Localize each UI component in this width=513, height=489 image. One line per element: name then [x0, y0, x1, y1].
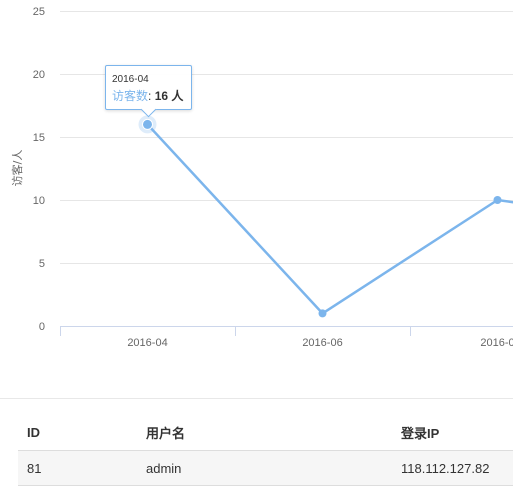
y-axis-title: 访客/人 — [10, 150, 24, 187]
x-tick-label: 2016-06 — [302, 337, 342, 349]
y-tick-label: 10 — [33, 195, 45, 207]
y-tick-label: 5 — [39, 258, 45, 270]
x-tick-label: 2016-0 — [480, 337, 513, 349]
data-point — [142, 118, 153, 130]
x-tick-label: 2016-04 — [127, 337, 167, 349]
column-header-username: 用户名 — [137, 414, 392, 451]
y-tick-label: 0 — [39, 321, 45, 333]
cell-username: admin — [137, 450, 392, 486]
data-point — [493, 196, 502, 204]
tooltip-value: 16 — [154, 89, 169, 103]
tooltip-series-label: 访客数 — [112, 89, 149, 103]
login-table: ID 用户名 登录IP 81 admin 118.112.127.82 — [18, 414, 513, 486]
y-tick-label: 25 — [33, 6, 45, 18]
tooltip-unit: 人 — [171, 89, 184, 103]
visitor-chart: 0 5 10 15 20 25 2016-04 2016-06 2016-0 访客/人 2016-… — [0, 0, 513, 360]
cell-id: 81 — [18, 450, 137, 486]
tooltip-date: 2016-04 — [112, 74, 149, 85]
visitor-line-chart: 0 5 10 15 20 25 2016-04 2016-06 2016-0 访客/人 — [10, 6, 513, 349]
column-header-id: ID — [18, 414, 137, 451]
tooltip-value-row: 访客数: 16 人 — [112, 88, 183, 104]
table-row[interactable]: 81 admin 118.112.127.82 — [18, 450, 513, 486]
tooltip-separator: : — [148, 89, 152, 103]
column-header-login-ip: 登录IP — [392, 414, 513, 451]
data-point — [318, 309, 327, 318]
chart-tooltip: 2016-04 访客数: 16 人 — [105, 65, 193, 110]
table-header-row: ID 用户名 登录IP — [18, 414, 513, 451]
cell-login-ip: 118.112.127.82 — [392, 450, 513, 486]
series-line-visitors — [146, 123, 513, 315]
y-tick-label: 15 — [33, 132, 45, 144]
y-tick-label: 20 — [33, 69, 45, 81]
table-divider — [0, 398, 513, 399]
